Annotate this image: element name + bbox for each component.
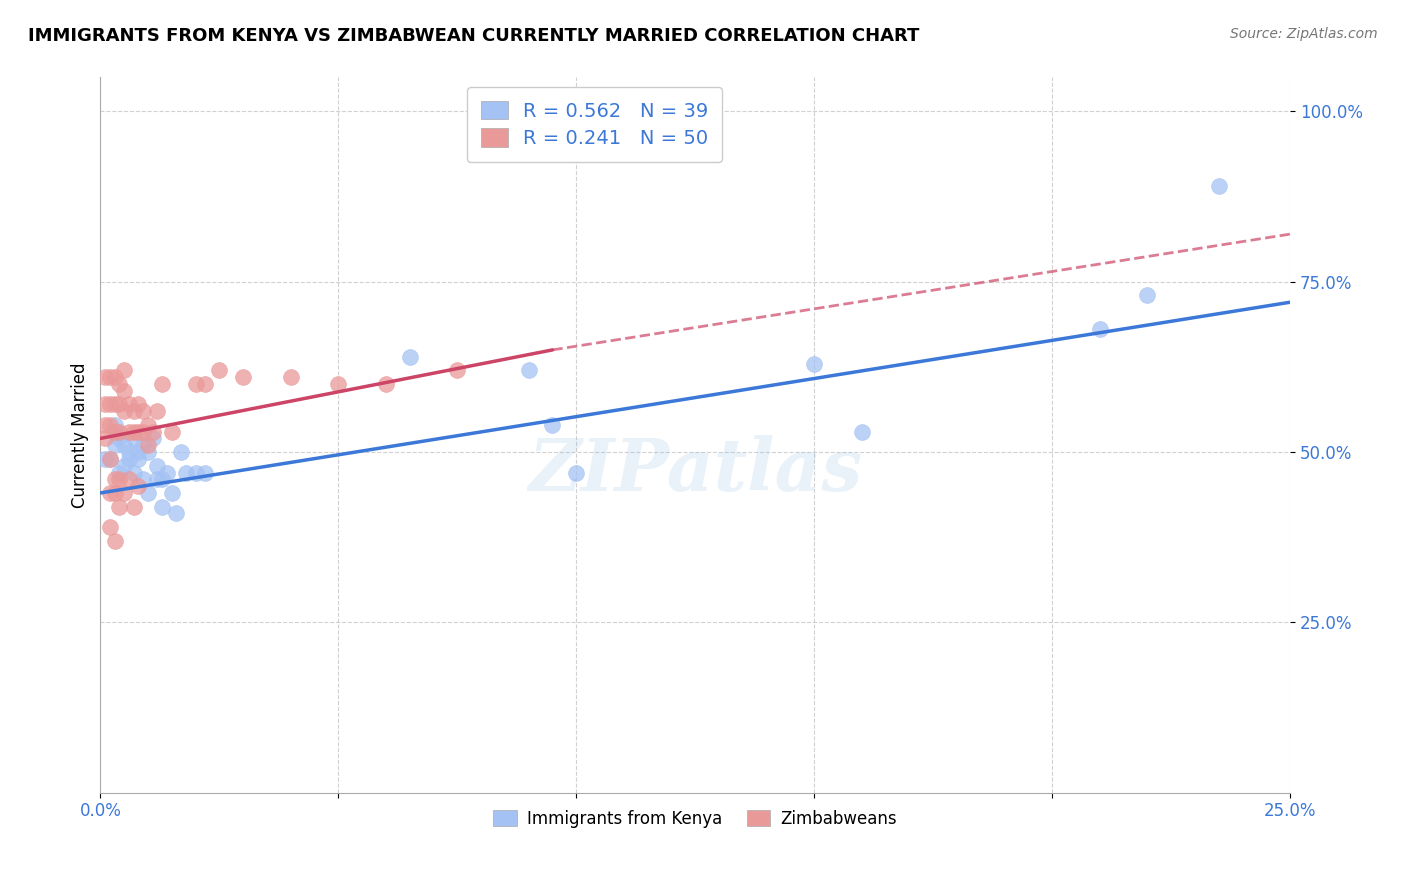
- Point: [280, 370, 302, 384]
- Point: [94, 451, 117, 466]
- Point: [118, 425, 141, 439]
- Point: [146, 404, 169, 418]
- Point: [104, 397, 127, 411]
- Point: [156, 466, 179, 480]
- Legend: Immigrants from Kenya, Zimbabweans: Immigrants from Kenya, Zimbabweans: [486, 803, 904, 834]
- Point: [98, 451, 121, 466]
- Point: [127, 425, 149, 439]
- Point: [398, 350, 420, 364]
- Point: [122, 466, 145, 480]
- Point: [517, 363, 540, 377]
- Point: [146, 472, 169, 486]
- Point: [142, 425, 165, 439]
- Point: [94, 397, 117, 411]
- Point: [374, 376, 396, 391]
- Point: [104, 417, 127, 432]
- Point: [136, 417, 159, 432]
- Point: [104, 486, 127, 500]
- Point: [98, 417, 121, 432]
- Point: [127, 479, 149, 493]
- Point: [132, 472, 155, 486]
- Point: [98, 520, 121, 534]
- Point: [112, 384, 135, 398]
- Point: [803, 357, 825, 371]
- Point: [112, 404, 135, 418]
- Point: [132, 425, 155, 439]
- Point: [194, 466, 217, 480]
- Point: [108, 376, 131, 391]
- Point: [136, 438, 159, 452]
- Point: [104, 472, 127, 486]
- Point: [98, 397, 121, 411]
- Point: [166, 507, 188, 521]
- Point: [98, 451, 121, 466]
- Point: [112, 438, 135, 452]
- Point: [150, 472, 173, 486]
- Text: Source: ZipAtlas.com: Source: ZipAtlas.com: [1230, 27, 1378, 41]
- Point: [160, 425, 183, 439]
- Point: [184, 466, 207, 480]
- Point: [446, 363, 468, 377]
- Point: [104, 438, 127, 452]
- Y-axis label: Currently Married: Currently Married: [72, 362, 89, 508]
- Point: [1136, 288, 1159, 302]
- Point: [108, 397, 131, 411]
- Point: [94, 417, 117, 432]
- Point: [1208, 179, 1230, 194]
- Point: [160, 486, 183, 500]
- Point: [565, 466, 588, 480]
- Point: [194, 376, 217, 391]
- Point: [98, 486, 121, 500]
- Point: [170, 445, 193, 459]
- Point: [146, 458, 169, 473]
- Point: [104, 533, 127, 548]
- Point: [150, 376, 173, 391]
- Point: [98, 370, 121, 384]
- Point: [142, 432, 165, 446]
- Point: [127, 397, 149, 411]
- Point: [118, 397, 141, 411]
- Point: [136, 486, 159, 500]
- Point: [136, 445, 159, 459]
- Point: [232, 370, 254, 384]
- Point: [127, 451, 149, 466]
- Point: [112, 486, 135, 500]
- Point: [112, 363, 135, 377]
- Point: [108, 472, 131, 486]
- Point: [108, 500, 131, 514]
- Point: [541, 417, 564, 432]
- Point: [122, 425, 145, 439]
- Point: [122, 432, 145, 446]
- Point: [94, 370, 117, 384]
- Point: [1088, 322, 1111, 336]
- Point: [104, 370, 127, 384]
- Point: [108, 425, 131, 439]
- Point: [108, 466, 131, 480]
- Point: [118, 472, 141, 486]
- Point: [127, 445, 149, 459]
- Point: [208, 363, 231, 377]
- Point: [118, 445, 141, 459]
- Point: [122, 500, 145, 514]
- Point: [150, 500, 173, 514]
- Point: [184, 376, 207, 391]
- Point: [174, 466, 197, 480]
- Point: [108, 432, 131, 446]
- Point: [328, 376, 350, 391]
- Point: [851, 425, 873, 439]
- Text: ZIPatlas: ZIPatlas: [529, 435, 862, 507]
- Text: IMMIGRANTS FROM KENYA VS ZIMBABWEAN CURRENTLY MARRIED CORRELATION CHART: IMMIGRANTS FROM KENYA VS ZIMBABWEAN CURR…: [28, 27, 920, 45]
- Point: [132, 438, 155, 452]
- Point: [112, 458, 135, 473]
- Point: [118, 451, 141, 466]
- Point: [94, 432, 117, 446]
- Point: [132, 404, 155, 418]
- Point: [122, 404, 145, 418]
- Point: [104, 425, 127, 439]
